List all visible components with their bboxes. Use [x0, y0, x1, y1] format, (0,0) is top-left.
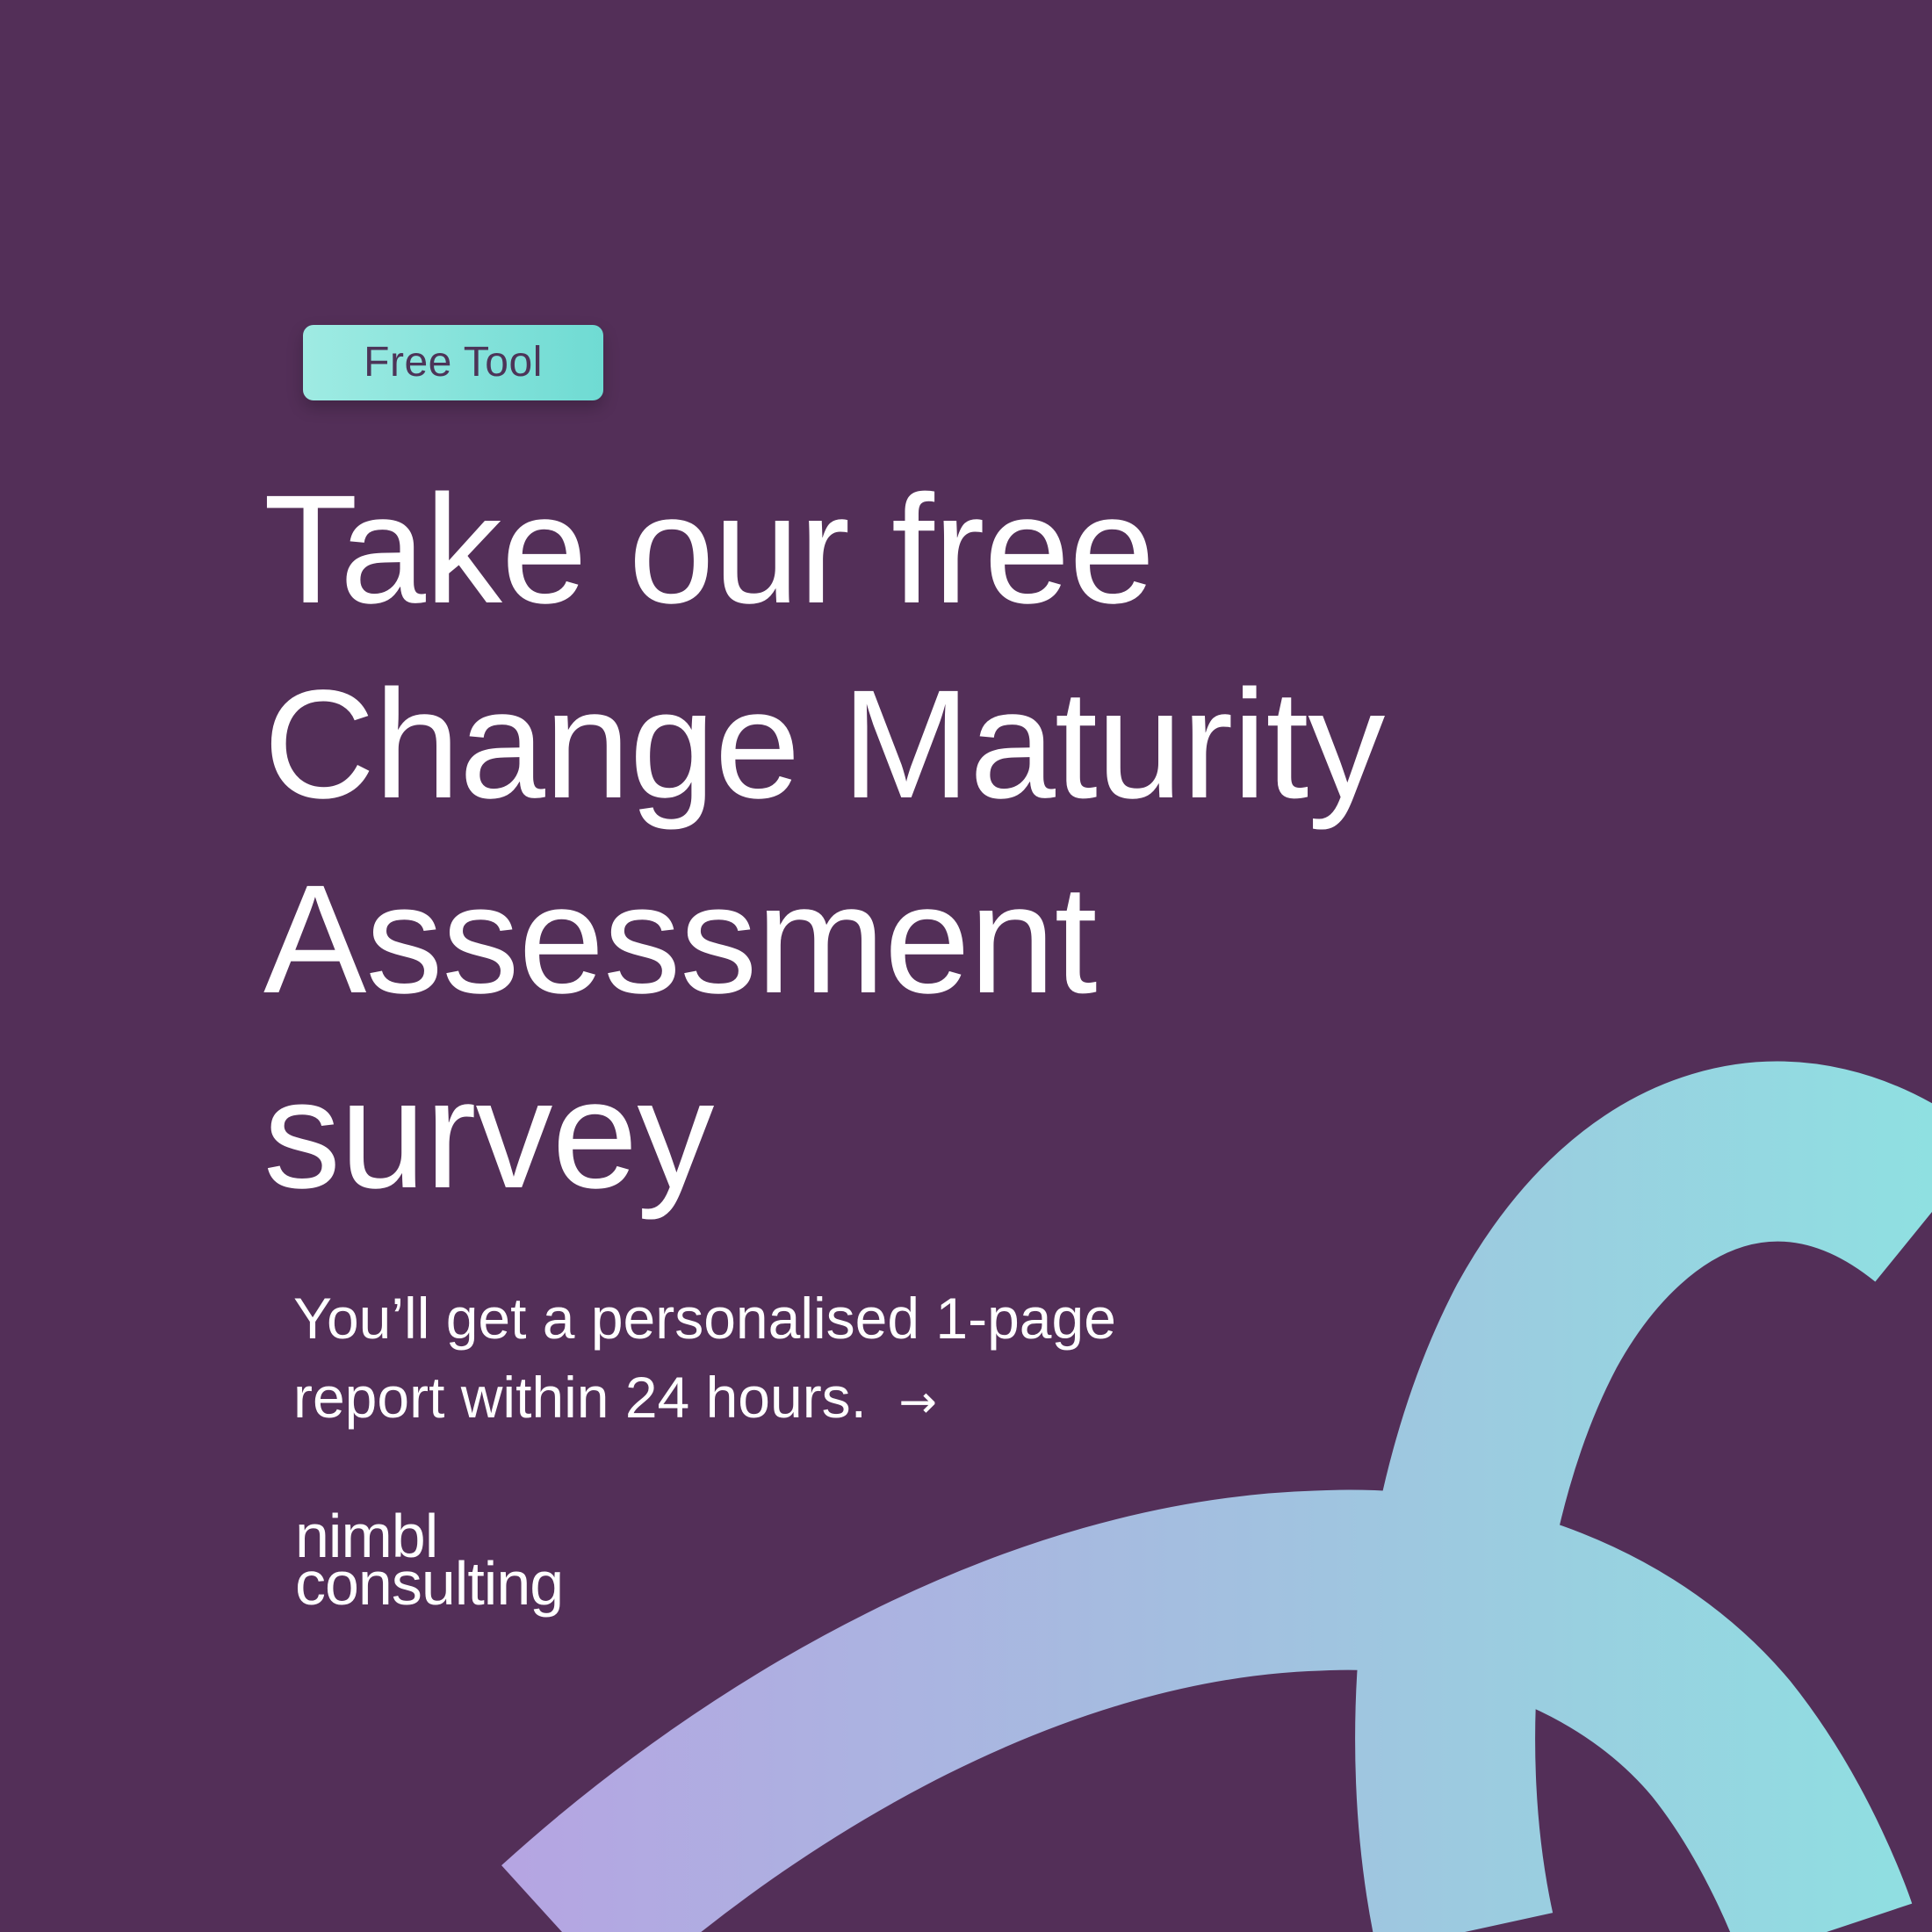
right-arrow-icon: →	[898, 1376, 937, 1429]
logo-line-2: consulting	[295, 1549, 564, 1618]
subtext-line-1: You’ll get a personalised 1-page	[293, 1286, 1116, 1351]
headline-line-1: Take our free	[263, 464, 1155, 636]
headline-line-2: Change Maturity	[263, 659, 1385, 831]
free-tool-badge: Free Tool	[303, 325, 603, 400]
headline: Take our free Change Maturity Assessment…	[263, 452, 1712, 1232]
nimbl-consulting-logo: nimbl consulting	[295, 1502, 664, 1618]
subtext-line-2-text: report within 24 hours.	[293, 1365, 868, 1430]
subtext-line-2: report within 24 hours. →	[293, 1358, 1347, 1442]
swoosh-upper-loop	[1355, 1061, 1932, 1932]
subtext: You’ll get a personalised 1-page report …	[293, 1279, 1347, 1442]
logo-line-1: nimbl	[295, 1502, 438, 1570]
swoosh-lower-loop	[501, 1489, 1913, 1932]
badge-label: Free Tool	[364, 339, 543, 386]
headline-line-4: survey	[263, 1049, 714, 1221]
headline-line-3: Assessment	[263, 854, 1098, 1026]
